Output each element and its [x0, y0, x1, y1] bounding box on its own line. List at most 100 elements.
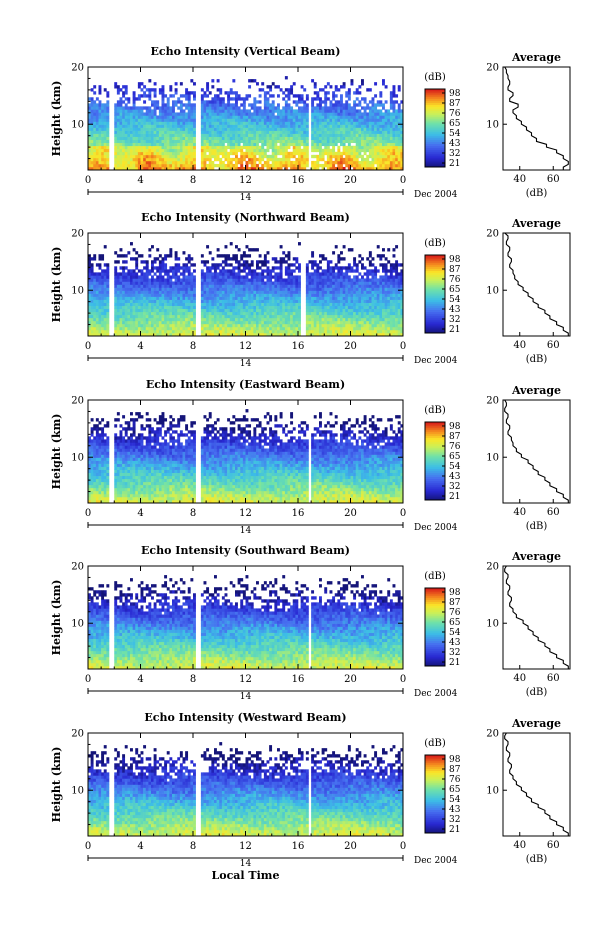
- x-tick-label: 20: [344, 508, 357, 519]
- colorbar-unit: (dB): [424, 571, 446, 582]
- heatmap-cells: [88, 742, 403, 836]
- x-tick-label: 4: [137, 175, 143, 186]
- colorbar: [425, 755, 445, 833]
- avg-x-tick-label: 40: [513, 673, 526, 684]
- colorbar-tick-label: 98: [449, 755, 461, 765]
- y-axis-label: Height (km): [50, 81, 63, 157]
- avg-y-tick-label: 20: [486, 562, 499, 573]
- panel-title: Echo Intensity (Westward Beam): [144, 711, 346, 724]
- colorbar-tick-label: 76: [449, 442, 461, 452]
- colorbar-tick-label: 21: [449, 658, 460, 668]
- colorbar-tick-label: 87: [449, 765, 461, 775]
- colorbar-tick-label: 32: [449, 482, 460, 492]
- colorbar-tick-label: 76: [449, 275, 461, 285]
- y-tick-label: 10: [71, 120, 84, 131]
- y-tick-label: 20: [71, 229, 84, 240]
- y-tick-label: 20: [71, 729, 84, 740]
- average-xlabel: (dB): [526, 854, 548, 865]
- colorbar-tick-label: 32: [449, 815, 460, 825]
- colorbar-unit: (dB): [424, 738, 446, 749]
- x-tick-label: 12: [239, 508, 252, 519]
- y-tick-label: 10: [71, 286, 84, 297]
- avg-x-tick-label: 40: [513, 507, 526, 518]
- avg-y-tick-label: 20: [486, 396, 499, 407]
- colorbar-tick-label: 32: [449, 648, 460, 658]
- y-tick-label: 10: [71, 786, 84, 797]
- avg-y-tick-label: 20: [486, 229, 499, 240]
- colorbar-tick-label: 87: [449, 432, 461, 442]
- average-profile-line: [505, 400, 569, 503]
- average-profile-line: [505, 733, 569, 836]
- colorbar-tick-label: 54: [449, 795, 461, 805]
- colorbar: [425, 89, 445, 167]
- colorbar-tick-label: 43: [449, 472, 461, 482]
- day-label: 14: [240, 193, 252, 203]
- x-tick-label: 16: [292, 674, 305, 685]
- avg-y-tick-label: 10: [486, 120, 499, 131]
- date-label: Dec 2004: [414, 190, 458, 200]
- x-tick-label: 16: [292, 841, 305, 852]
- x-tick-label: 16: [292, 175, 305, 186]
- average-frame: [503, 733, 570, 836]
- x-tick-label: 4: [137, 508, 143, 519]
- x-tick-label: 20: [344, 341, 357, 352]
- colorbar-tick-label: 65: [449, 452, 461, 462]
- average-title: Average: [511, 217, 561, 230]
- x-tick-label: 12: [239, 341, 252, 352]
- avg-y-tick-label: 10: [486, 619, 499, 630]
- panel-title: Echo Intensity (Northward Beam): [141, 211, 350, 224]
- x-tick-label: 0: [85, 341, 91, 352]
- colorbar-tick-label: 98: [449, 255, 461, 265]
- colorbar: [425, 588, 445, 666]
- colorbar-tick-label: 21: [449, 825, 460, 835]
- colorbar-tick-label: 76: [449, 608, 461, 618]
- x-tick-label: 0: [85, 674, 91, 685]
- date-label: Dec 2004: [414, 356, 458, 366]
- average-title: Average: [511, 51, 561, 64]
- average-frame: [503, 400, 570, 503]
- colorbar-tick-label: 21: [449, 492, 460, 502]
- x-tick-label: 0: [85, 841, 91, 852]
- y-axis-label: Height (km): [50, 414, 63, 490]
- y-tick-label: 10: [71, 453, 84, 464]
- x-tick-label: 0: [400, 674, 406, 685]
- date-label: Dec 2004: [414, 856, 458, 866]
- average-xlabel: (dB): [526, 354, 548, 365]
- y-axis-label: Height (km): [50, 580, 63, 656]
- avg-y-tick-label: 20: [486, 729, 499, 740]
- colorbar-tick-label: 43: [449, 139, 461, 149]
- y-tick-label: 10: [71, 619, 84, 630]
- colorbar-tick-label: 76: [449, 775, 461, 785]
- avg-x-tick-label: 60: [547, 840, 560, 851]
- colorbar: [425, 422, 445, 500]
- avg-y-tick-label: 10: [486, 286, 499, 297]
- x-tick-label: 8: [190, 841, 196, 852]
- x-tick-label: 16: [292, 341, 305, 352]
- date-label: Dec 2004: [414, 689, 458, 699]
- heatmap-cells: [88, 575, 403, 669]
- heatmap-cells: [88, 76, 403, 170]
- day-label: 14: [240, 526, 252, 536]
- avg-x-tick-label: 60: [547, 174, 560, 185]
- x-tick-label: 8: [190, 175, 196, 186]
- x-tick-label: 0: [400, 508, 406, 519]
- date-label: Dec 2004: [414, 523, 458, 533]
- heatmap-cells: [88, 409, 403, 503]
- average-frame: [503, 566, 570, 669]
- colorbar-tick-label: 43: [449, 805, 461, 815]
- y-axis-label: Height (km): [50, 747, 63, 823]
- average-title: Average: [511, 384, 561, 397]
- average-profile-line: [505, 566, 569, 669]
- colorbar-tick-label: 98: [449, 422, 461, 432]
- y-tick-label: 20: [71, 396, 84, 407]
- x-tick-label: 20: [344, 674, 357, 685]
- colorbar-tick-label: 76: [449, 109, 461, 119]
